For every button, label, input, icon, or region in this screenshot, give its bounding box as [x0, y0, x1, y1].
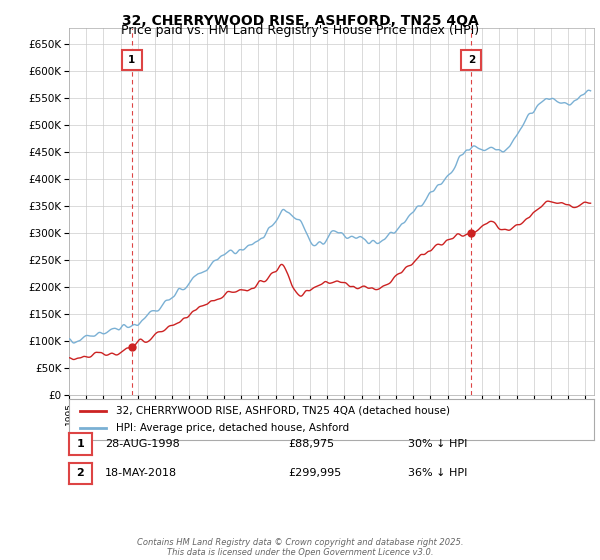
Text: 1: 1: [128, 55, 136, 66]
Text: £299,995: £299,995: [288, 468, 341, 478]
Text: 36% ↓ HPI: 36% ↓ HPI: [408, 468, 467, 478]
Text: 18-MAY-2018: 18-MAY-2018: [105, 468, 177, 478]
Text: 32, CHERRYWOOD RISE, ASHFORD, TN25 4QA (detached house): 32, CHERRYWOOD RISE, ASHFORD, TN25 4QA (…: [116, 405, 450, 416]
Text: 32, CHERRYWOOD RISE, ASHFORD, TN25 4QA: 32, CHERRYWOOD RISE, ASHFORD, TN25 4QA: [122, 14, 478, 28]
Text: 2: 2: [77, 468, 84, 478]
Text: 1: 1: [77, 439, 84, 449]
Text: £88,975: £88,975: [288, 439, 334, 449]
Text: Contains HM Land Registry data © Crown copyright and database right 2025.
This d: Contains HM Land Registry data © Crown c…: [137, 538, 463, 557]
Text: 28-AUG-1998: 28-AUG-1998: [105, 439, 180, 449]
Text: 30% ↓ HPI: 30% ↓ HPI: [408, 439, 467, 449]
Text: HPI: Average price, detached house, Ashford: HPI: Average price, detached house, Ashf…: [116, 423, 349, 433]
Text: Price paid vs. HM Land Registry's House Price Index (HPI): Price paid vs. HM Land Registry's House …: [121, 24, 479, 37]
Text: 2: 2: [467, 55, 475, 66]
